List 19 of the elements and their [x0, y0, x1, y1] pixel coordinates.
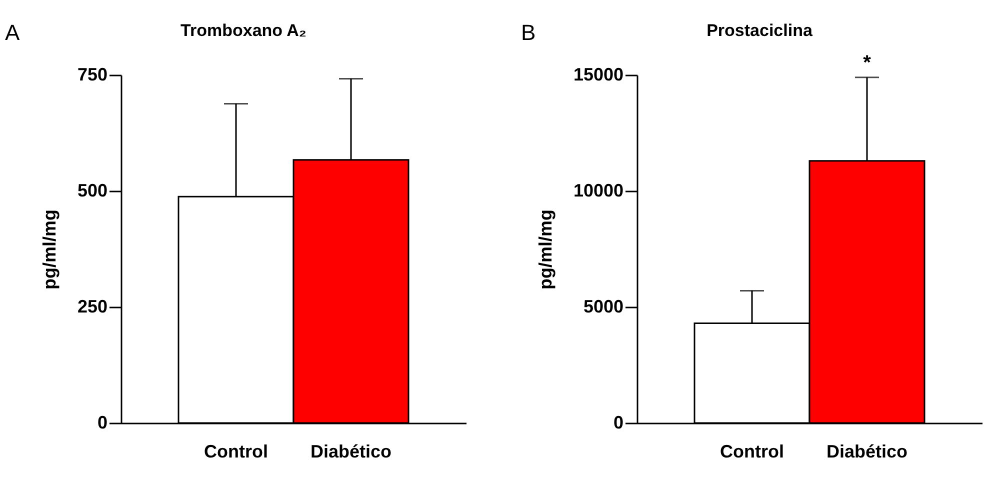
x-tick-label: Diabético — [310, 442, 392, 462]
x-tick-label: Diabético — [826, 442, 908, 462]
y-tick-label: 750 — [77, 64, 108, 84]
y-tick-label: 250 — [77, 296, 108, 316]
y-tick-label: 0 — [613, 412, 624, 432]
y-tick-label: 500 — [77, 180, 108, 200]
text: A — [5, 20, 20, 45]
x-tick-label: Control — [204, 442, 268, 462]
y-tick-label: 5000 — [583, 296, 624, 316]
x-tick-label: Control — [720, 442, 784, 462]
y-tick-label: 0 — [97, 412, 108, 432]
y-tick-label: 10000 — [573, 180, 624, 200]
y-tick-label: 15000 — [573, 64, 624, 84]
text: B — [521, 20, 536, 45]
chart-title: Prostaciclina — [706, 21, 813, 40]
y-axis-title: pg/ml/mg — [39, 210, 60, 290]
y-axis-title: pg/ml/mg — [535, 210, 556, 290]
chart-title: Tromboxano A₂ — [180, 21, 306, 40]
text: * — [863, 52, 872, 74]
